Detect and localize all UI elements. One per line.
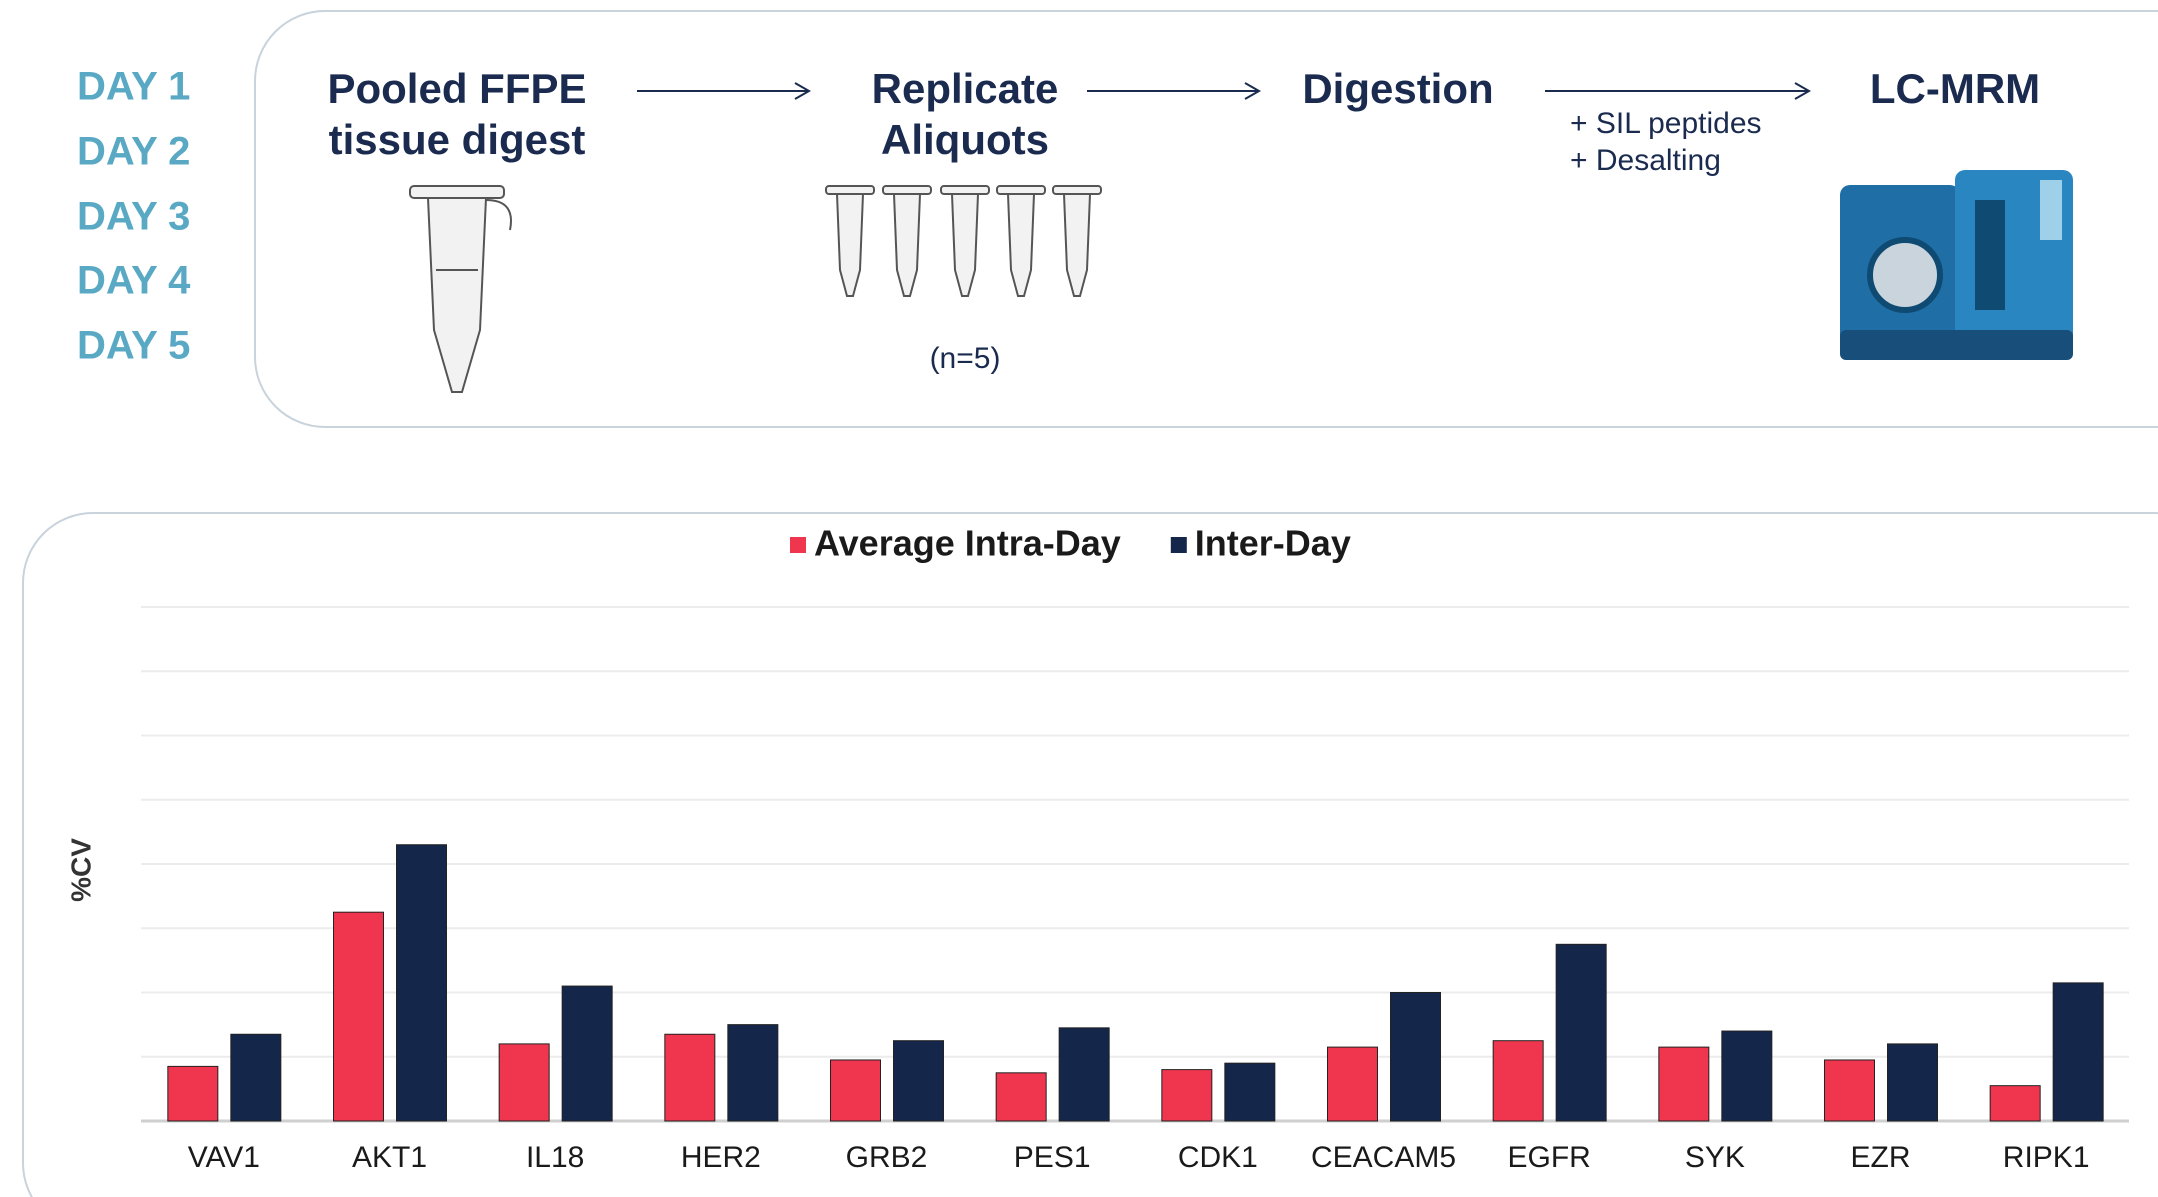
digestion-note: + Desalting bbox=[1570, 144, 1721, 177]
legend-label: Inter-Day bbox=[1195, 523, 1351, 564]
figure: (n=5) DAY 1 DAY 2 DAY 3 DAY 4 DAY 5 Pooled F… bbox=[0, 0, 2158, 1197]
step-label: Pooled FFPE bbox=[327, 65, 586, 112]
x-tick-label: EZR bbox=[1851, 1141, 1911, 1174]
bar bbox=[831, 1060, 881, 1121]
bar bbox=[1225, 1063, 1275, 1121]
step-label: tissue digest bbox=[329, 116, 586, 163]
bar bbox=[1328, 1047, 1378, 1121]
bar bbox=[1391, 993, 1441, 1122]
bar bbox=[562, 986, 612, 1121]
step-label: Aliquots bbox=[881, 116, 1049, 163]
x-tick-label: SYK bbox=[1685, 1141, 1745, 1174]
day-label: DAY 1 bbox=[77, 65, 190, 109]
legend-swatch bbox=[790, 537, 806, 553]
x-tick-label: RIPK1 bbox=[2003, 1141, 2090, 1174]
x-tick-label: AKT1 bbox=[352, 1141, 427, 1174]
bar bbox=[1990, 1086, 2040, 1121]
tube-icon bbox=[410, 186, 511, 392]
x-tick-label: GRB2 bbox=[846, 1141, 928, 1174]
bar bbox=[996, 1073, 1046, 1121]
step-label: Digestion bbox=[1302, 65, 1493, 112]
bar bbox=[894, 1041, 944, 1121]
bar bbox=[1059, 1028, 1109, 1121]
day-label: DAY 4 bbox=[77, 259, 191, 303]
step-label: Replicate bbox=[872, 65, 1059, 112]
legend-swatch bbox=[1171, 537, 1187, 553]
x-tick-label: HER2 bbox=[681, 1141, 761, 1174]
x-tick-label: EGFR bbox=[1507, 1141, 1590, 1174]
bar bbox=[1162, 1070, 1212, 1121]
page: {"workflow": { "days": ["DAY 1", "DAY 2"… bbox=[0, 0, 2158, 1197]
bar bbox=[499, 1044, 549, 1121]
bar bbox=[665, 1034, 715, 1121]
bar bbox=[1722, 1031, 1772, 1121]
y-axis-label: %CV bbox=[65, 838, 96, 902]
step-label: LC-MRM bbox=[1870, 65, 2040, 112]
x-tick-label: IL18 bbox=[526, 1141, 584, 1174]
day-label: DAY 2 bbox=[77, 130, 190, 174]
bar bbox=[1888, 1044, 1938, 1121]
bar bbox=[728, 1025, 778, 1121]
replicate-note: (n=5) bbox=[930, 342, 1001, 375]
digestion-note: + SIL peptides bbox=[1570, 107, 1762, 140]
legend-label: Average Intra-Day bbox=[814, 523, 1121, 564]
bar bbox=[231, 1034, 281, 1121]
bar bbox=[168, 1066, 218, 1121]
x-tick-label: VAV1 bbox=[188, 1141, 260, 1174]
day-label: DAY 5 bbox=[77, 324, 190, 368]
arrows bbox=[637, 83, 1809, 99]
bar bbox=[2053, 983, 2103, 1121]
day-label: DAY 3 bbox=[77, 195, 190, 239]
bar bbox=[397, 845, 447, 1121]
bar bbox=[334, 912, 384, 1121]
instrument-icon bbox=[1840, 170, 2073, 360]
bar bbox=[1659, 1047, 1709, 1121]
x-tick-label: CDK1 bbox=[1178, 1141, 1258, 1174]
bar bbox=[1493, 1041, 1543, 1121]
bar bbox=[1825, 1060, 1875, 1121]
bar bbox=[1556, 944, 1606, 1121]
x-tick-label: PES1 bbox=[1014, 1141, 1091, 1174]
x-tick-label: CEACAM5 bbox=[1311, 1141, 1456, 1174]
aliquot-icons bbox=[826, 186, 1101, 296]
